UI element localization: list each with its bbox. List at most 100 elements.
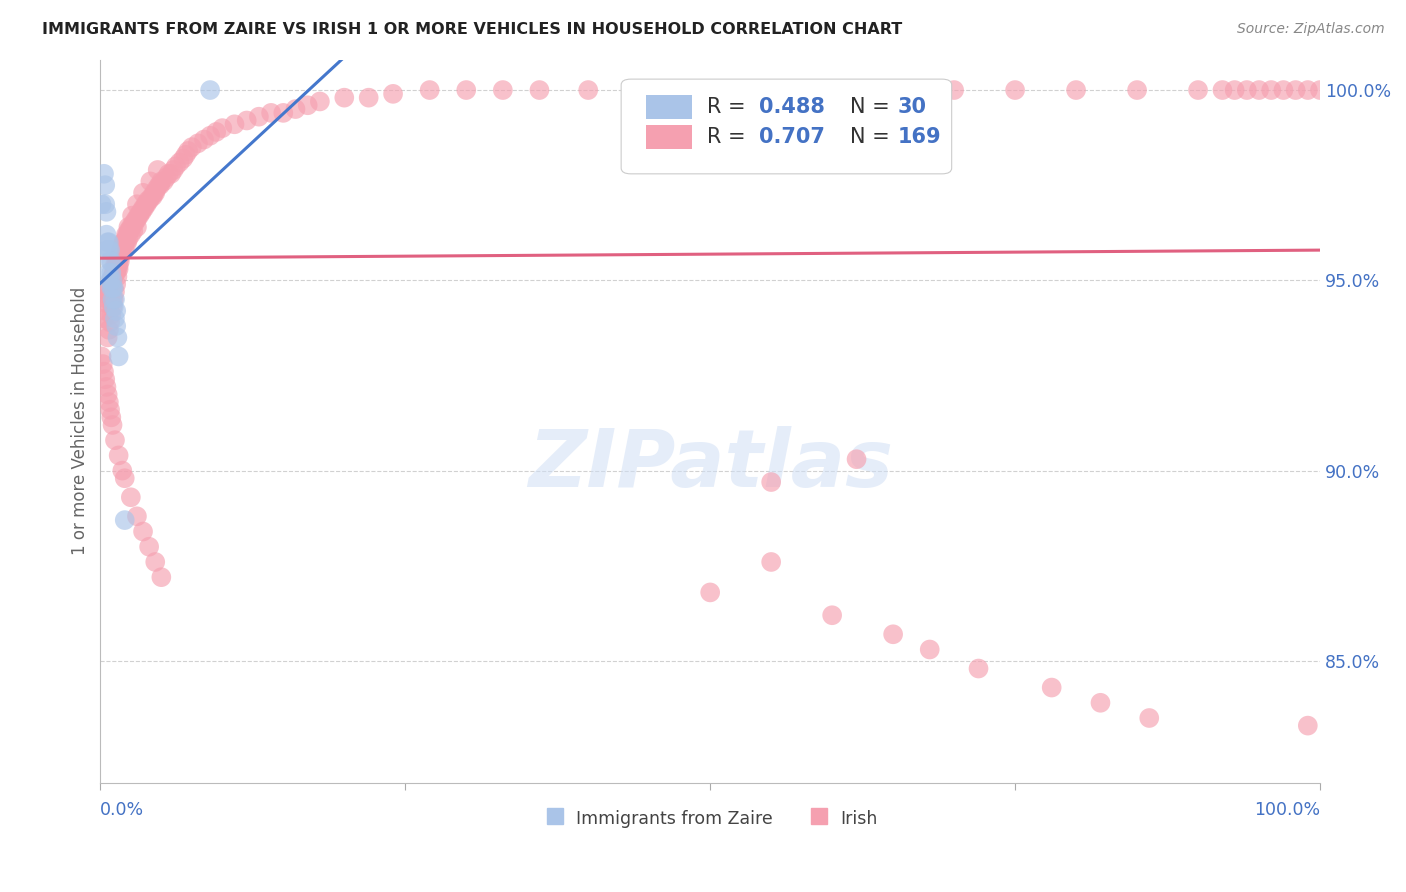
Point (117, 220, 139, 235)
Point (103, 269, 125, 284)
Text: 100.0%: 100.0% (1254, 801, 1320, 819)
Point (162, 163, 184, 178)
Text: IMMIGRANTS FROM ZAIRE VS IRISH 1 OR MORE VEHICLES IN HOUSEHOLD CORRELATION CHART: IMMIGRANTS FROM ZAIRE VS IRISH 1 OR MORE… (42, 22, 903, 37)
Point (122, 216, 145, 230)
Point (882, 627, 904, 641)
Point (1296, 83, 1319, 97)
Point (132, 186, 155, 200)
Point (1126, 83, 1149, 97)
Point (97, 235, 120, 250)
Text: N =: N = (851, 127, 897, 147)
Point (492, 83, 515, 97)
Point (97, 285, 120, 299)
Point (105, 258, 128, 272)
Point (132, 201, 155, 215)
Point (149, 178, 172, 193)
Point (98, 273, 121, 287)
Point (115, 235, 138, 250)
Point (174, 147, 197, 161)
Point (97, 266, 120, 280)
Point (772, 83, 794, 97)
Point (97, 235, 120, 250)
Point (100, 308, 122, 322)
Point (125, 509, 148, 524)
Point (104, 285, 127, 299)
Point (1211, 83, 1233, 97)
Point (94, 178, 117, 193)
Point (117, 231, 139, 245)
Point (1137, 711, 1160, 725)
Point (98, 243, 121, 257)
Point (110, 246, 132, 260)
Point (172, 152, 194, 166)
Point (96, 296, 118, 310)
Point (1223, 83, 1246, 97)
Point (101, 273, 124, 287)
Point (107, 330, 129, 344)
Text: R =: R = (707, 127, 752, 147)
Point (111, 243, 134, 257)
Point (105, 303, 128, 318)
Point (143, 555, 166, 569)
Point (107, 269, 129, 284)
Point (110, 243, 132, 257)
Point (115, 227, 138, 242)
Point (101, 417, 124, 432)
Point (1040, 681, 1063, 695)
Point (105, 318, 128, 333)
Point (97, 387, 120, 401)
Point (108, 251, 131, 265)
Point (1090, 696, 1112, 710)
Point (112, 235, 135, 250)
Point (1236, 83, 1258, 97)
Point (121, 209, 143, 223)
Point (96, 380, 118, 394)
Point (98, 281, 121, 295)
Legend: Immigrants from Zaire, Irish: Immigrants from Zaire, Irish (536, 802, 884, 836)
FancyBboxPatch shape (645, 125, 692, 149)
Point (91, 357, 114, 371)
Point (180, 140, 202, 154)
Point (157, 167, 180, 181)
Point (100, 254, 122, 268)
Point (117, 224, 139, 238)
Point (101, 269, 124, 284)
Point (114, 235, 136, 250)
Point (115, 235, 138, 250)
Point (103, 266, 125, 280)
Point (821, 608, 844, 623)
Point (118, 224, 141, 238)
Point (821, 83, 844, 97)
Point (918, 642, 941, 657)
Point (1272, 83, 1295, 97)
Point (138, 194, 160, 208)
Point (114, 243, 136, 257)
Point (128, 209, 150, 223)
Point (107, 251, 129, 265)
Point (108, 254, 131, 268)
Point (120, 227, 142, 242)
Point (675, 83, 697, 97)
Text: N =: N = (851, 96, 897, 117)
Point (150, 570, 173, 584)
Point (129, 204, 152, 219)
Text: 169: 169 (898, 127, 942, 147)
Point (145, 182, 167, 196)
Point (107, 449, 129, 463)
Point (1284, 83, 1306, 97)
Point (122, 224, 145, 238)
Point (100, 266, 122, 280)
Point (114, 471, 136, 485)
Point (456, 83, 478, 97)
Point (107, 254, 129, 268)
Point (103, 293, 125, 307)
Point (120, 490, 142, 504)
Point (699, 585, 721, 599)
Point (247, 110, 270, 124)
Point (193, 132, 215, 146)
Point (143, 186, 166, 200)
Point (845, 452, 868, 467)
Point (297, 98, 319, 112)
Point (759, 475, 782, 489)
Point (134, 197, 156, 211)
